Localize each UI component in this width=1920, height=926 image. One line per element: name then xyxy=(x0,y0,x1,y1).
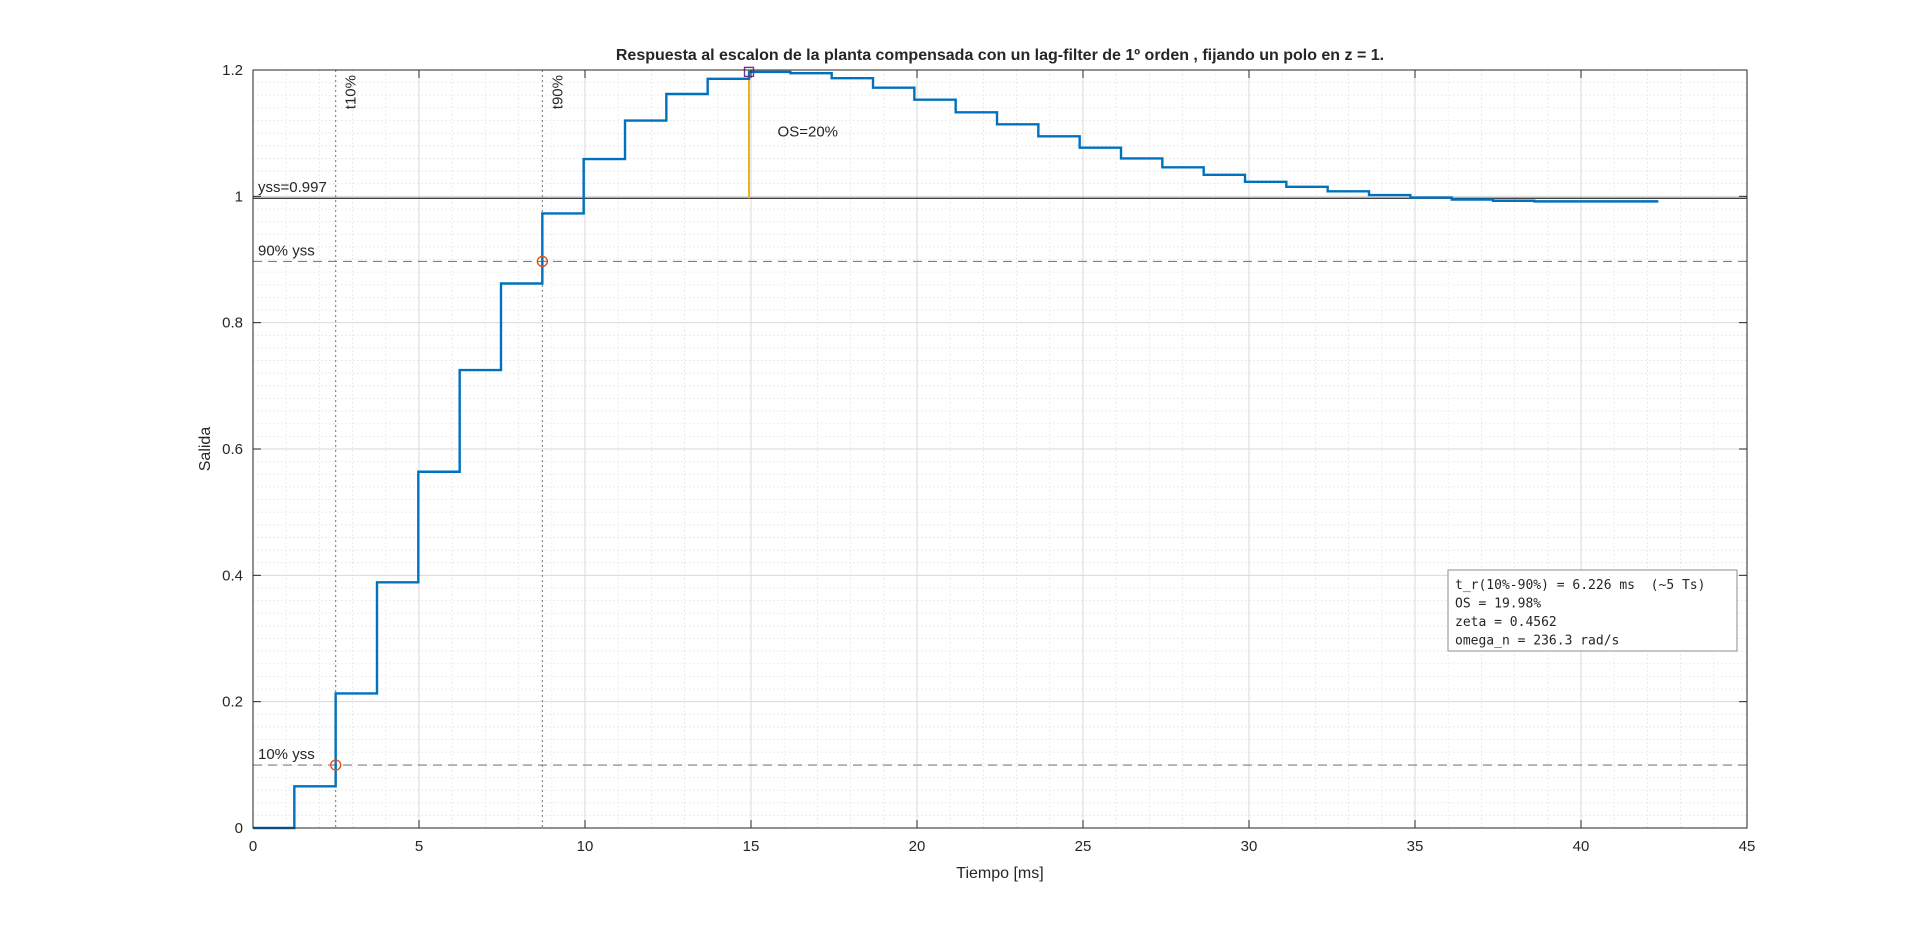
x-tick-label: 25 xyxy=(1075,838,1092,855)
x-tick-label: 30 xyxy=(1241,838,1258,855)
series-group xyxy=(253,70,1659,830)
x-tick-label: 20 xyxy=(909,838,926,855)
annotation-line: zeta = 0.4562 xyxy=(1455,615,1557,630)
reference-line-label: t10% xyxy=(343,75,360,109)
y-tick-label: 0.4 xyxy=(222,567,243,584)
marker-circle xyxy=(536,255,549,268)
overshoot-label: OS=20% xyxy=(778,123,838,140)
x-tick-label: 35 xyxy=(1407,838,1424,855)
marker-circle xyxy=(329,759,342,771)
ticks-group: 0 5 10 15 20 25 30 35 40 45 0 0.2 0.4 0.6 0.8 1 1.2 xyxy=(222,62,1755,855)
marker-square xyxy=(743,66,755,78)
y-tick-label: 1 xyxy=(235,188,243,205)
x-tick-label: 10 xyxy=(577,838,594,855)
x-tick-label: 45 xyxy=(1739,838,1756,855)
x-tick-label: 40 xyxy=(1573,838,1590,855)
y-tick-label: 0 xyxy=(235,820,243,837)
y-tick-label: 0.2 xyxy=(222,694,243,711)
annotation-box-frame xyxy=(1447,569,1738,652)
x-tick-label: 15 xyxy=(743,838,760,855)
x-tick-label: 5 xyxy=(415,838,423,855)
annotation-line: omega_n = 236.3 rad/s xyxy=(1455,634,1619,649)
reference-line-label: 90% yss xyxy=(258,242,315,259)
reference-labels: yss=0.997 90% yss 10% yss t10% t90% OS=20% xyxy=(258,75,838,763)
y-tick-label: 0.8 xyxy=(222,315,243,332)
x-axis-label: Tiempo [ms] xyxy=(956,865,1043,882)
reference-line-label: yss=0.997 xyxy=(258,179,327,196)
x-tick-label: 0 xyxy=(249,838,257,855)
series-stairs-line xyxy=(253,70,1659,830)
reference-lines xyxy=(253,70,1747,828)
y-tick-label: 1.2 xyxy=(222,62,243,79)
reference-line-label: t90% xyxy=(549,75,566,109)
y-axis-label: Salida xyxy=(197,427,214,472)
chart-title: Respuesta al escalon de la planta compen… xyxy=(616,47,1384,64)
reference-line-label: 10% yss xyxy=(258,746,315,763)
y-tick-label: 0.6 xyxy=(222,441,243,458)
annotation-box: t_r(10%-90%) = 6.226 ms (~5 Ts) OS = 19.9… xyxy=(1447,569,1738,652)
markers-group xyxy=(329,66,755,771)
annotation-line: OS = 19.98% xyxy=(1455,597,1541,612)
annotation-line: t_r(10%-90%) = 6.226 ms (~5 Ts) xyxy=(1455,578,1705,593)
